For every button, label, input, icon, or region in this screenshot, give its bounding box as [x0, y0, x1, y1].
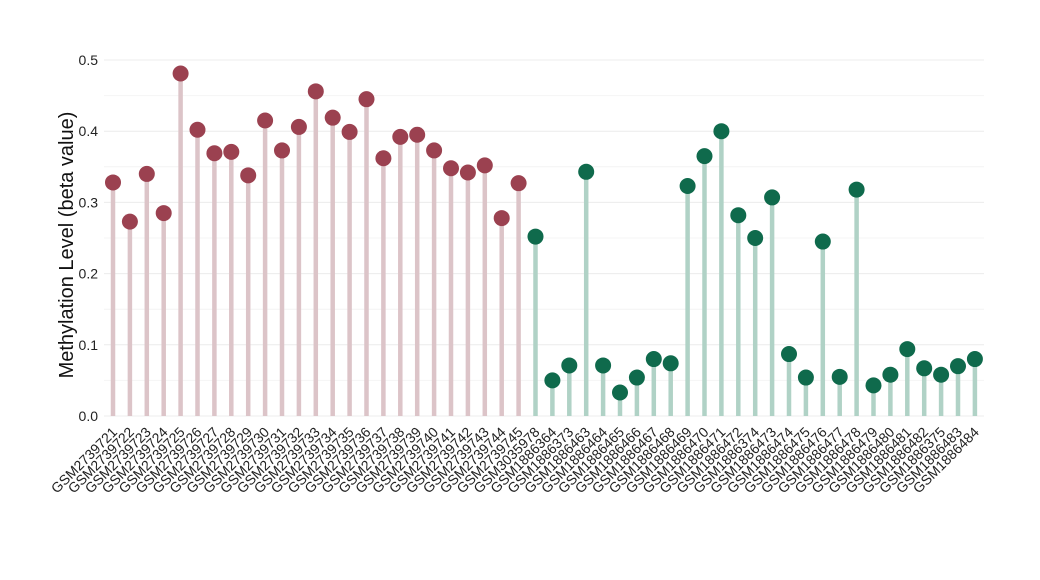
data-point: [747, 230, 764, 246]
data-point: [493, 210, 510, 227]
data-point: [814, 233, 831, 250]
data-point: [155, 205, 172, 222]
data-point: [307, 83, 324, 100]
grid-layer: [104, 59, 984, 417]
data-point: [578, 163, 595, 180]
data-point: [544, 372, 561, 389]
data-point: [459, 164, 476, 181]
data-point: [223, 143, 240, 160]
data-point: [409, 126, 426, 143]
data-point: [662, 355, 679, 372]
data-point: [172, 65, 189, 82]
data-point: [628, 369, 645, 386]
data-point: [290, 118, 307, 135]
data-point: [764, 189, 781, 206]
data-point: [713, 123, 730, 140]
data-point: [899, 341, 916, 358]
data-point: [527, 228, 544, 245]
data-point: [561, 357, 578, 374]
y-tick-label: 0.1: [79, 337, 99, 353]
data-point: [696, 148, 713, 165]
data-point: [882, 366, 899, 383]
data-point: [476, 157, 493, 174]
data-point: [950, 358, 966, 375]
stem-layer: [110, 73, 978, 416]
data-point: [240, 167, 257, 184]
y-tick-label: 0.4: [79, 123, 99, 139]
data-point: [392, 128, 409, 145]
data-point: [206, 145, 223, 162]
x-axis-ticks: GSM2739721GSM2739722GSM2739723GSM2739724…: [48, 424, 982, 497]
y-tick-label: 0.0: [79, 408, 99, 424]
point-layer: [105, 65, 983, 401]
data-point: [510, 175, 527, 192]
data-point: [426, 142, 443, 159]
y-axis-ticks: 0.0 0.1 0.2 0.3 0.4 0.5: [79, 52, 99, 424]
data-point: [730, 207, 747, 224]
y-tick-label: 0.2: [79, 266, 99, 282]
data-point: [781, 346, 797, 363]
y-tick-label: 0.5: [79, 52, 99, 68]
data-point: [358, 91, 375, 108]
data-point: [121, 213, 138, 230]
data-point: [138, 165, 155, 182]
data-point: [324, 109, 341, 126]
data-point: [966, 351, 983, 368]
data-point: [933, 366, 950, 383]
data-point: [679, 178, 696, 195]
data-point: [375, 150, 392, 167]
data-point: [257, 112, 274, 129]
data-point: [797, 369, 814, 386]
data-point: [443, 160, 459, 177]
data-point: [916, 360, 933, 377]
y-axis-title: Methylation Level (beta value): [56, 112, 78, 379]
y-tick-label: 0.3: [79, 194, 99, 210]
data-point: [865, 377, 882, 394]
data-point: [645, 351, 662, 368]
data-point: [595, 357, 612, 374]
data-point: [189, 121, 206, 138]
data-point: [831, 368, 848, 385]
data-point: [848, 181, 865, 198]
data-point: [612, 384, 628, 401]
data-point: [341, 123, 358, 140]
data-point: [105, 174, 121, 191]
data-point: [274, 142, 290, 159]
